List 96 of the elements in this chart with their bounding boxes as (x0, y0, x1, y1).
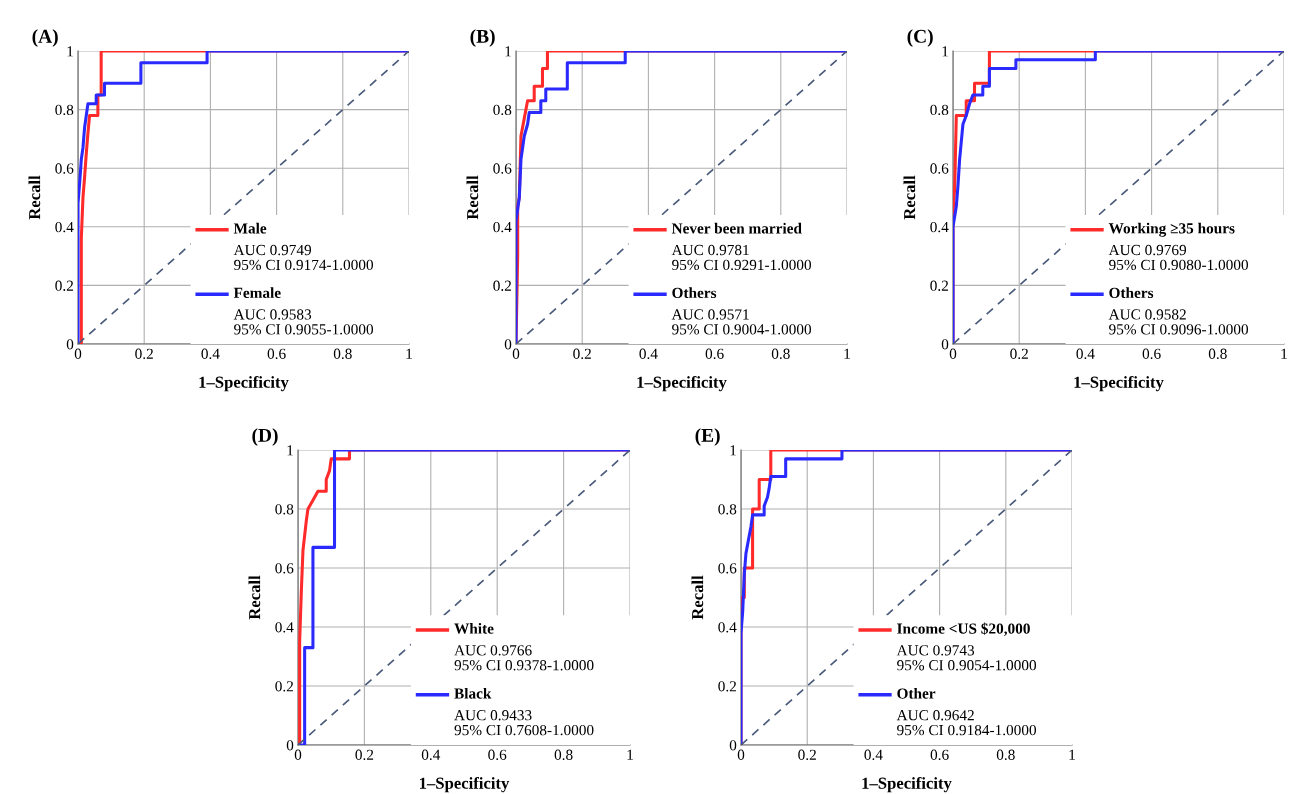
y-tick-label: 0.8 (275, 504, 294, 515)
x-tick-label: 0 (737, 749, 745, 760)
x-axis-title: 1–Specificity (862, 776, 952, 793)
line-series (298, 450, 630, 745)
chart-title: (A) (32, 29, 58, 47)
y-tick-label: 1 (505, 46, 511, 57)
chart-title: (E) (695, 428, 720, 446)
annotation: AUC 0.9571 95% CI 0.9004-1.0000 (671, 309, 812, 335)
y-tick-label: 0.4 (493, 221, 512, 233)
y-tick-label: 0 (941, 339, 949, 350)
y-tick-label: 0.6 (718, 563, 737, 574)
annotation: AUC 0.9743 95% CI 0.9054-1.0000 (896, 645, 1037, 671)
x-tick-label: 0.2 (1010, 348, 1028, 359)
x-tick-label: 0.6 (1142, 348, 1161, 359)
y-tick-label: 0.4 (275, 622, 294, 633)
chart-title: (C) (907, 29, 933, 47)
x-tick-label: 0.8 (333, 348, 352, 359)
x-tick-label: 1 (1069, 749, 1075, 760)
x-tick-label: 0.4 (1076, 348, 1095, 359)
x-tick-label: 0.2 (798, 749, 816, 760)
legend-label: Female (233, 287, 281, 299)
x-tick-label: 0.6 (267, 348, 286, 359)
x-tick-label: 1 (844, 348, 850, 359)
x-tick-label: 1 (627, 749, 633, 760)
x-tick-label: 1 (1281, 348, 1287, 359)
y-tick-label: 0.2 (493, 280, 511, 291)
annotation: AUC 0.9642 95% CI 0.9184-1.0000 (896, 710, 1037, 736)
x-axis-title: 1–Specificity (637, 375, 727, 392)
annotation: AUC 0.9781 95% CI 0.9291-1.0000 (671, 244, 812, 271)
y-tick-label: 0.6 (275, 563, 294, 574)
line-series (78, 51, 409, 344)
y-tick-label: 0.8 (55, 104, 74, 116)
x-tick-label: 0 (512, 348, 520, 359)
legend-label: Working ≥35 hours (1108, 222, 1235, 237)
y-axis-title: Recall (903, 175, 916, 220)
y-axis-title: Recall (248, 575, 261, 620)
x-tick-label: 0.2 (355, 749, 374, 760)
y-tick-label: 0.6 (493, 163, 512, 174)
x-tick-label: 0.4 (639, 348, 658, 359)
y-tick-label: 0 (729, 740, 737, 751)
annotation: AUC 0.9766 95% CI 0.9378-1.0000 (454, 645, 594, 671)
y-tick-label: 0 (504, 339, 512, 350)
y-tick-label: 0 (66, 339, 74, 350)
legend-label: Never been married (671, 222, 802, 234)
legend-label: Others (1109, 287, 1154, 299)
line-series (516, 51, 847, 344)
y-tick-label: 1 (287, 445, 293, 456)
y-tick-label: 0 (286, 740, 294, 751)
x-tick-label: 0.4 (864, 749, 883, 760)
legend-label: Other (897, 687, 936, 699)
legend-label: Black (454, 687, 492, 699)
y-tick-label: 0.4 (718, 622, 737, 633)
y-axis-title: Recall (691, 575, 704, 620)
x-tick-label: 0 (294, 749, 302, 760)
y-axis-title: Recall (466, 175, 479, 220)
legend-label: Income <US $20,000 (897, 622, 1030, 636)
y-axis-title: Recall (28, 175, 41, 220)
y-tick-label: 0.4 (930, 221, 949, 233)
x-tick-label: 0.8 (554, 749, 573, 760)
y-tick-label: 0.2 (55, 280, 73, 291)
annotation: AUC 0.9582 95% CI 0.9096-1.0000 (1108, 309, 1249, 335)
x-tick-label: 0 (74, 348, 82, 359)
y-tick-label: 0.8 (493, 104, 512, 116)
y-tick-label: 1 (67, 46, 73, 57)
y-tick-label: 0.6 (930, 163, 949, 174)
x-axis-title: 1–Specificity (419, 776, 510, 793)
x-tick-label: 0 (949, 348, 957, 359)
y-tick-label: 0.2 (275, 681, 293, 692)
chart-title: (D) (252, 428, 278, 446)
y-tick-label: 0.2 (718, 681, 736, 692)
y-tick-label: 0.8 (930, 104, 949, 116)
y-tick-label: 0.8 (718, 504, 737, 515)
legend-label: Male (233, 222, 267, 234)
legend-label: Others (672, 287, 717, 299)
x-tick-label: 0.8 (996, 749, 1015, 760)
y-tick-label: 0.2 (930, 280, 948, 291)
x-tick-label: 0.4 (201, 348, 220, 359)
annotation: AUC 0.9749 95% CI 0.9174-1.0000 (233, 244, 374, 271)
chart-title: (B) (470, 29, 495, 47)
x-tick-label: 1 (406, 348, 412, 359)
x-tick-label: 0.2 (573, 348, 591, 359)
y-tick-label: 1 (730, 445, 736, 456)
x-tick-label: 0.6 (705, 348, 724, 359)
annotation: AUC 0.9583 95% CI 0.9055-1.0000 (233, 309, 374, 335)
x-tick-label: 0.4 (421, 749, 441, 760)
legend-label: White (454, 623, 494, 634)
annotation: AUC 0.9433 95% CI 0.7608-1.0000 (454, 710, 594, 736)
x-axis-title: 1–Specificity (199, 375, 289, 392)
x-tick-label: 0.2 (135, 348, 153, 359)
x-tick-label: 0.8 (771, 348, 790, 359)
y-tick-label: 1 (942, 46, 948, 57)
x-tick-label: 0.8 (1208, 348, 1227, 359)
annotation: AUC 0.9769 95% CI 0.9080-1.0000 (1108, 244, 1249, 271)
x-axis-title: 1–Specificity (1074, 375, 1164, 392)
y-tick-label: 0.6 (55, 163, 74, 174)
y-tick-label: 0.4 (55, 221, 74, 233)
